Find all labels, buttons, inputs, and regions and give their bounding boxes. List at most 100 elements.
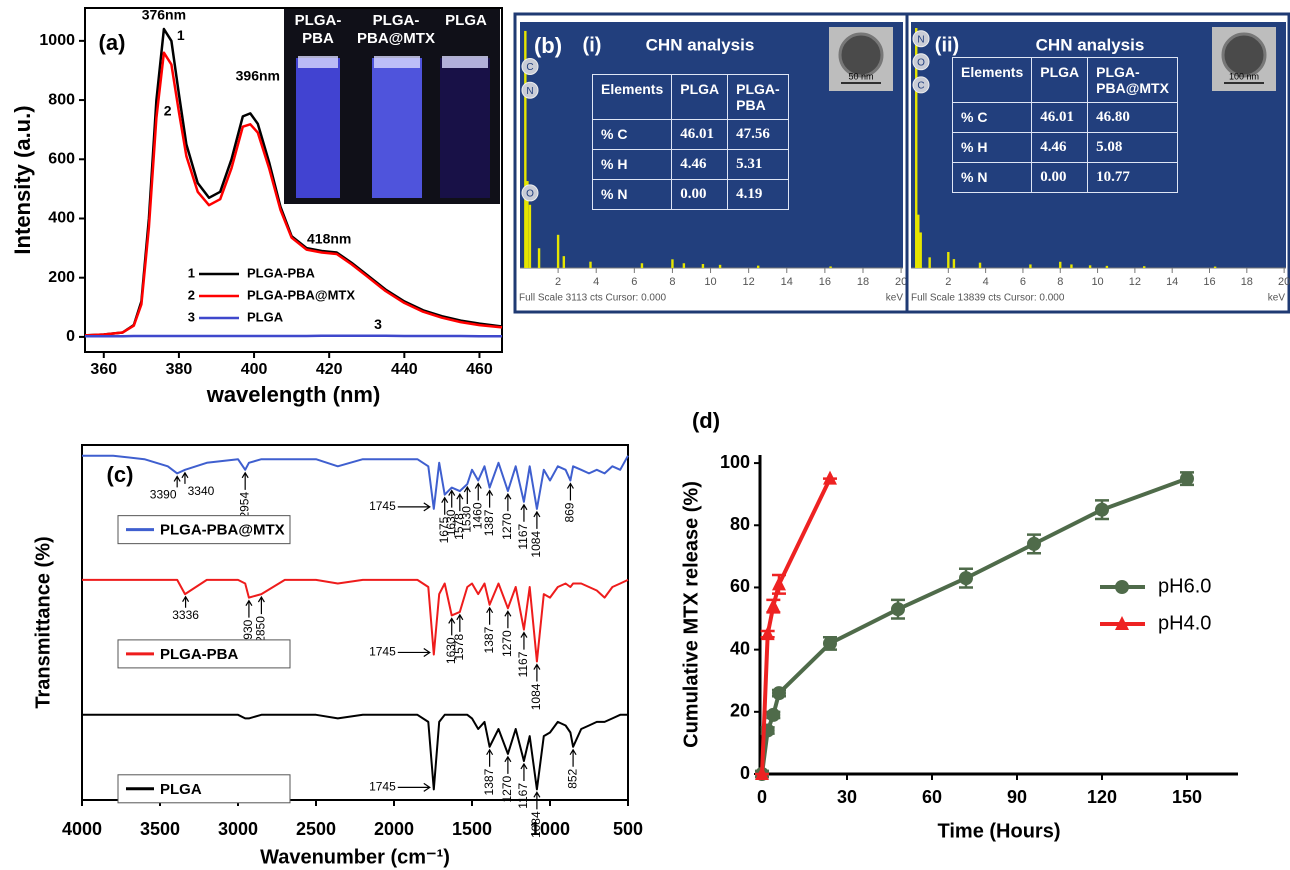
peak-label: 1530 (459, 506, 473, 533)
x-tick-label: 3000 (218, 819, 258, 839)
marker (822, 470, 837, 485)
panel-label: (c) (107, 462, 134, 487)
inset-label: PLGA- PBA@MTX (357, 12, 435, 47)
legend-label: PLGA-PBA (160, 646, 239, 663)
x-tick-label: 460 (466, 361, 493, 378)
peak-label: 3340 (188, 484, 215, 498)
series-line (82, 578, 629, 663)
x-unit: keV (886, 293, 904, 304)
peak-label: 1578 (452, 513, 466, 540)
peak-arrow (456, 613, 464, 632)
x-tick-label: 20 (1278, 276, 1290, 288)
peak-arrow (520, 503, 528, 522)
peak-arrow (520, 762, 528, 781)
peak-label: 852 (565, 768, 579, 788)
marker (754, 766, 769, 780)
scale-bar-label: 50 nm (848, 71, 873, 81)
value-cell: 0.00 (1031, 162, 1089, 193)
header-cell: PLGA (671, 74, 729, 120)
x-tick-label: 500 (613, 819, 643, 839)
y-axis-title: Cumulative MTX release (%) (680, 481, 702, 748)
series-line (760, 476, 1188, 775)
x-tick-label: 4 (983, 276, 989, 288)
peak-arrow (533, 663, 541, 682)
header-cell: PLGA- PBA (727, 74, 789, 120)
spectrum-peak (1070, 264, 1073, 268)
y-axis-title: Intensity (a.u.) (10, 105, 35, 254)
y-tick-label: 20 (730, 701, 750, 721)
peak-arrow (486, 489, 494, 508)
y-tick-label: 800 (48, 91, 75, 108)
peak-arrow (566, 482, 574, 501)
x-tick-label: 90 (1007, 787, 1027, 807)
x-tick-label: 2 (555, 276, 561, 288)
spectrum-peak (917, 214, 920, 268)
x-tick-label: 10 (1091, 276, 1103, 288)
peak-label: 1084 (529, 683, 543, 710)
x-tick-label: 3500 (140, 819, 180, 839)
value-cell: 4.46 (1031, 132, 1089, 163)
y-tick-label: 400 (48, 210, 75, 227)
x-unit: keV (1268, 293, 1286, 304)
peak-arrow (533, 510, 541, 529)
legend-label: PLGA (247, 309, 284, 324)
y-tick-label: 0 (740, 763, 750, 783)
vial-cap (298, 56, 338, 68)
vial (440, 58, 490, 198)
table-header-row: Elements PLGA PLGA- PBA (591, 74, 789, 120)
element-bubble (912, 53, 930, 71)
element-bubble (521, 81, 539, 99)
y-tick-label: 40 (730, 638, 750, 658)
header-cell: PLGA (1031, 57, 1089, 103)
peak-arrow (463, 485, 471, 505)
spectrum-peak (919, 232, 922, 268)
x-tick-label: 120 (1087, 787, 1117, 807)
tem-particle (1221, 32, 1267, 78)
spectrum-peak (947, 252, 950, 268)
x-tick-label: 12 (743, 276, 755, 288)
x-tick-label: 2000 (374, 819, 414, 839)
y-tick-label: 600 (48, 150, 75, 167)
x-tick-label: 6 (1020, 276, 1026, 288)
peak-label: 1630 (444, 509, 458, 536)
peak-label: 1167 (516, 651, 530, 677)
footer: Full Scale 3113 cts Cursor: 0.000 (519, 293, 667, 304)
table-header-row: Elements PLGA PLGA- PBA@MTX (951, 57, 1178, 103)
spectrum-peak (829, 266, 832, 268)
peak-label: 1578 (452, 634, 466, 661)
value-cell: 46.80 (1087, 102, 1178, 133)
chn-table: Elements PLGA PLGA- PBA% C 46.01 47.56% H 4.4… (591, 74, 789, 210)
spectrum-peak (1143, 266, 1146, 268)
peak-arrow (241, 471, 249, 490)
value-cell: 47.56 (727, 119, 789, 150)
peak-label: 1745 (369, 645, 396, 659)
value-cell: 4.19 (727, 179, 789, 210)
element-label: C (526, 62, 533, 73)
x-tick-label: 4 (593, 276, 599, 288)
peak-arrow (448, 617, 456, 636)
peak-arrow (397, 647, 431, 657)
legend-number: 3 (188, 309, 195, 324)
x-tick-label: 16 (819, 276, 831, 288)
spectrum-peak (701, 264, 705, 268)
peak-arrow (397, 782, 431, 792)
footer: Full Scale 13839 cts Cursor: 0.000 (911, 293, 1065, 304)
table-row: % C 46.01 46.80 (951, 102, 1178, 133)
x-tick-label: 20 (895, 276, 907, 288)
x-tick-label: 8 (669, 276, 675, 288)
spectrum-peak (978, 262, 982, 268)
y-axis-title: Transmittance (%) (32, 536, 54, 708)
x-tick-label: 4000 (62, 819, 102, 839)
y-tick-label: 1000 (39, 32, 75, 49)
spectrum-peak (915, 28, 918, 268)
y-tick-label: 100 (720, 452, 750, 472)
x-tick-label: 18 (1241, 276, 1253, 288)
spectrum-peak (589, 261, 592, 268)
peak-arrow (474, 482, 482, 501)
x-tick-label: 1000 (530, 819, 570, 839)
x-tick-label: 400 (241, 361, 268, 378)
marker (771, 686, 786, 701)
panel-sublabel: (ii) (935, 34, 959, 56)
panel-title: CHN analysis (646, 35, 755, 54)
peak-arrow (533, 791, 541, 810)
